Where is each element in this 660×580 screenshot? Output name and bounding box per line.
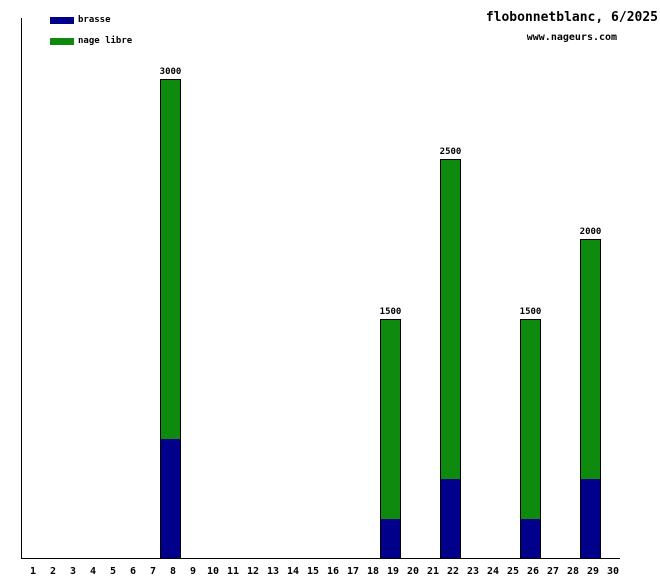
legend-item-brasse: brasse: [50, 15, 132, 25]
x-tick-label: 17: [346, 566, 360, 577]
title-block: flobonnetblanc, 6/2025 www.nageurs.com: [486, 11, 658, 43]
x-tick-label: 14: [286, 566, 300, 577]
x-tick-label: 29: [586, 566, 600, 577]
bar-total-label: 1500: [519, 307, 542, 317]
x-tick-label: 11: [226, 566, 240, 577]
x-tick-label: 24: [486, 566, 500, 577]
x-tick-label: 4: [89, 566, 97, 577]
x-tick-label: 21: [426, 566, 440, 577]
x-tick-label: 20: [406, 566, 420, 577]
segment-nage-libre: [381, 320, 400, 519]
x-tick-label: 19: [386, 566, 400, 577]
x-tick-label: 8: [169, 566, 177, 577]
bar-total-label: 2500: [439, 147, 462, 157]
stacked-bar-day-26: [520, 319, 541, 559]
segment-nage-libre: [161, 80, 180, 439]
x-tick-label: 22: [446, 566, 460, 577]
segment-brasse: [381, 519, 400, 558]
x-tick-label: 5: [109, 566, 117, 577]
x-tick-label: 13: [266, 566, 280, 577]
segment-brasse: [441, 479, 460, 558]
x-tick-label: 7: [149, 566, 157, 577]
x-tick-label: 9: [189, 566, 197, 577]
x-tick-label: 3: [69, 566, 77, 577]
legend: brasse nage libre: [50, 15, 132, 57]
x-tick-label: 26: [526, 566, 540, 577]
legend-label-brasse: brasse: [78, 15, 111, 25]
y-axis-line: [21, 18, 22, 559]
legend-label-nage-libre: nage libre: [78, 36, 133, 46]
segment-nage-libre: [441, 160, 460, 479]
x-tick-label: 25: [506, 566, 520, 577]
x-tick-label: 10: [206, 566, 220, 577]
x-tick-label: 27: [546, 566, 560, 577]
stacked-bar-day-29: [580, 239, 601, 559]
site-url: www.nageurs.com: [526, 32, 618, 43]
segment-brasse: [161, 439, 180, 558]
bar-total-label: 2000: [579, 227, 602, 237]
segment-nage-libre: [521, 320, 540, 519]
x-tick-label: 18: [366, 566, 380, 577]
segment-brasse: [521, 519, 540, 558]
stacked-bar-day-19: [380, 319, 401, 559]
stacked-bar-day-8: [160, 79, 181, 559]
x-tick-label: 15: [306, 566, 320, 577]
segment-nage-libre: [581, 240, 600, 479]
x-tick-label: 1: [29, 566, 37, 577]
x-tick-label: 30: [606, 566, 620, 577]
x-tick-label: 2: [49, 566, 57, 577]
x-axis-line: [21, 558, 620, 559]
legend-item-nage-libre: nage libre: [50, 36, 132, 46]
legend-swatch-brasse: [50, 16, 74, 24]
chart-title: flobonnetblanc, 6/2025: [485, 10, 658, 25]
legend-swatch-nage-libre: [50, 37, 74, 45]
x-tick-label: 28: [566, 566, 580, 577]
bar-total-label: 1500: [379, 307, 402, 317]
segment-brasse: [581, 479, 600, 558]
x-tick-label: 12: [246, 566, 260, 577]
bar-total-label: 3000: [159, 67, 182, 77]
x-tick-label: 6: [129, 566, 137, 577]
stacked-bar-day-22: [440, 159, 461, 559]
x-tick-label: 16: [326, 566, 340, 577]
x-tick-label: 23: [466, 566, 480, 577]
